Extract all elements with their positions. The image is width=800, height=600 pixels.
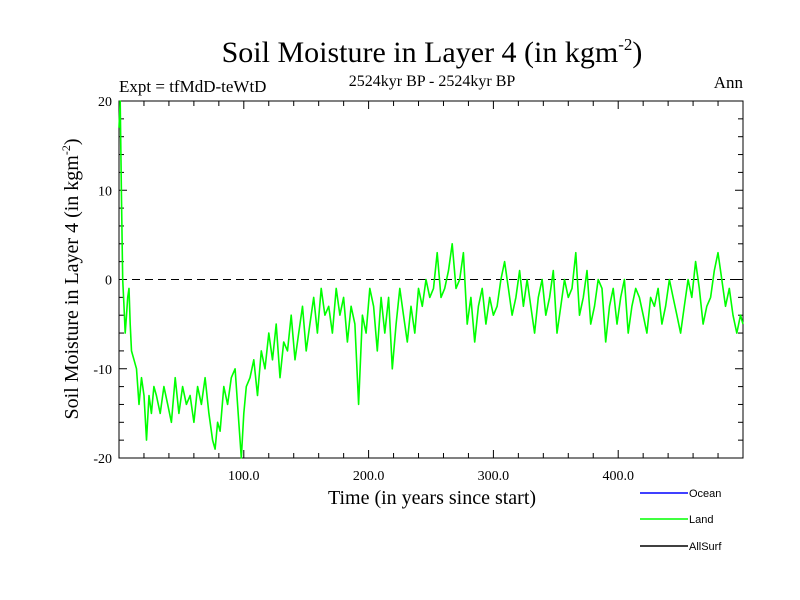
x-tick-label: 200.0 <box>353 469 385 484</box>
legend-label-allsurf: AllSurf <box>689 541 722 553</box>
series-line-land <box>118 100 744 459</box>
y-tick-label: 20 <box>98 95 112 110</box>
axis-ticks <box>119 101 743 458</box>
x-tick-label: 100.0 <box>228 469 260 484</box>
legend-label-ocean: Ocean <box>689 488 721 500</box>
x-axis-label: Time (in years since start) <box>328 487 536 509</box>
axis-tick-labels: 100.0 200.0 300.0 400.0 -20 -10 0 10 20 <box>93 95 634 484</box>
y-tick-label: -20 <box>93 452 112 467</box>
legend: Ocean Land AllSurf <box>640 488 722 553</box>
y-tick-label: -10 <box>93 363 112 378</box>
legend-label-land: Land <box>689 514 713 526</box>
season-label: Ann <box>714 73 744 92</box>
x-tick-label: 400.0 <box>602 469 634 484</box>
y-tick-label: 10 <box>98 184 112 199</box>
experiment-label: Expt = tfMdD-teWtD <box>119 77 266 96</box>
chart-title: Soil Moisture in Layer 4 (in kgm-2) <box>222 35 643 69</box>
date-range-label: 2524kyr BP - 2524kyr BP <box>349 73 516 90</box>
y-tick-label: 0 <box>105 274 112 289</box>
y-axis-label: Soil Moisture in Layer 4 (in kgm-2) <box>59 138 83 419</box>
x-tick-label: 300.0 <box>478 469 510 484</box>
